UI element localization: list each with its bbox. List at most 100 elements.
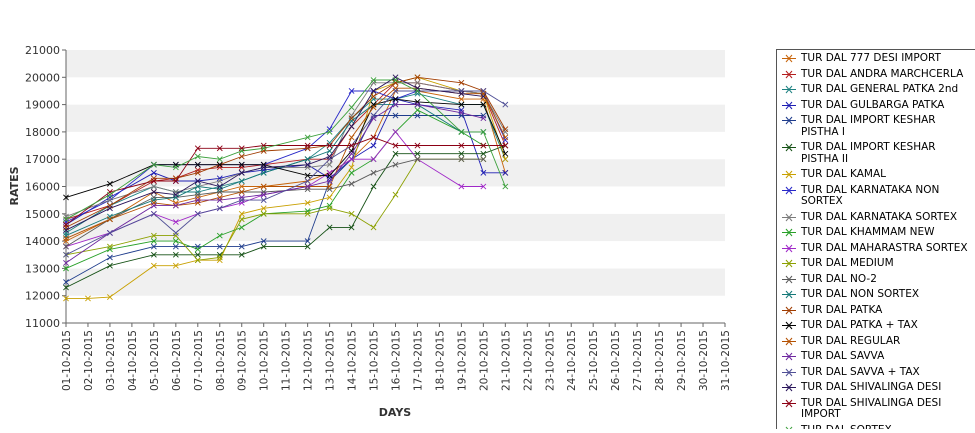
data-point <box>326 186 333 193</box>
data-point <box>238 197 245 204</box>
data-point <box>348 115 355 122</box>
data-point <box>480 128 487 135</box>
x-tick-label: 19-10-2015 <box>456 330 468 391</box>
series-line <box>65 76 484 231</box>
data-point <box>172 232 179 239</box>
data-point <box>414 85 421 92</box>
data-point <box>194 167 201 174</box>
data-point <box>348 118 355 124</box>
data-point <box>502 183 509 190</box>
data-point <box>172 251 179 258</box>
data-point <box>172 178 179 184</box>
data-point <box>238 161 245 168</box>
y-axis-title: RATES <box>8 166 21 205</box>
legend-marker <box>785 426 793 429</box>
data-point <box>326 172 333 179</box>
legend-label: TUR DAL KARNATAKA NON SORTEX <box>801 183 940 207</box>
grid-band <box>66 268 725 296</box>
data-point <box>326 169 333 176</box>
legend-label: TUR DAL NON SORTEX <box>801 288 920 300</box>
data-point <box>370 112 377 119</box>
legend-item: TUR DAL SAVVA <box>777 350 975 363</box>
data-point <box>392 161 399 168</box>
x-tick-label: 11-10-2015 <box>281 330 293 391</box>
data-point <box>458 90 465 97</box>
data-point <box>414 79 421 86</box>
data-point <box>260 164 267 171</box>
data-point <box>216 254 223 261</box>
data-point <box>63 238 69 245</box>
data-point <box>107 246 113 253</box>
data-point <box>458 79 465 86</box>
data-point <box>260 142 267 149</box>
data-point <box>216 205 223 212</box>
data-point <box>414 150 421 157</box>
data-point <box>238 224 245 231</box>
x-tick-label: 10-10-2015 <box>259 330 271 391</box>
data-point <box>348 156 355 163</box>
series-line <box>66 76 506 299</box>
legend-label: TUR DAL SAVVA <box>801 350 885 362</box>
y-tick-label: 19000 <box>25 99 60 112</box>
series-points <box>63 74 509 302</box>
legend-label: TUR DAL SHIVALINGA DESI IMPORT <box>801 396 942 420</box>
data-point <box>194 194 201 201</box>
legend-label: TUR DAL IMPORT KESHAR PISTHA II <box>801 141 936 165</box>
x-tick-label: 09-10-2015 <box>237 330 249 391</box>
data-point <box>172 229 179 236</box>
legend-marker <box>782 186 796 194</box>
data-point <box>304 238 311 245</box>
data-point <box>107 189 113 195</box>
data-point <box>172 199 179 206</box>
data-point <box>172 161 179 168</box>
data-point <box>392 142 399 149</box>
data-point <box>392 112 399 119</box>
data-point <box>348 169 355 176</box>
y-tick-label: 15000 <box>25 208 60 221</box>
data-point <box>216 243 223 250</box>
data-point <box>107 180 113 187</box>
data-point <box>458 128 465 135</box>
x-tick-label: 30-10-2015 <box>698 330 710 391</box>
data-point <box>150 202 157 209</box>
x-tick-label: 22-10-2015 <box>522 330 534 391</box>
legend-label: TUR DAL KAMAL <box>801 168 886 180</box>
data-point <box>194 257 201 264</box>
data-point <box>150 243 157 250</box>
data-point <box>216 186 223 193</box>
legend-item: TUR DAL SHIVALINGA DESI <box>777 381 975 394</box>
data-point <box>480 142 487 149</box>
legend-item: TUR DAL NO-2 <box>777 272 975 286</box>
data-point <box>63 251 69 258</box>
legend-item: TUR DAL 777 DESI IMPORT <box>777 52 975 65</box>
data-point <box>260 197 267 204</box>
data-point <box>392 96 399 103</box>
y-tick-label: 11000 <box>25 317 60 330</box>
data-point <box>326 178 333 184</box>
data-point <box>150 232 157 239</box>
data-point <box>260 167 267 174</box>
data-point <box>216 257 223 264</box>
data-point <box>216 194 223 201</box>
x-tick-label: 17-10-2015 <box>412 330 424 391</box>
data-point <box>304 172 311 179</box>
data-point <box>194 169 201 176</box>
data-point <box>216 189 223 195</box>
data-point <box>107 191 113 198</box>
legend-label: TUR DAL NO-2 <box>801 272 877 285</box>
data-point <box>216 232 223 239</box>
data-point <box>107 194 113 201</box>
data-point <box>348 134 355 141</box>
legend-label: TUR DAL MAHARASTRA SORTEX <box>801 241 968 254</box>
data-point <box>238 148 245 154</box>
data-point <box>150 175 157 182</box>
x-axis-ticks: 01-10-2015 02-10-2015 03-10-2015 04-10-2015… <box>61 323 732 391</box>
data-point <box>107 294 113 300</box>
legend-item: TUR DAL KARNATAKA NON SORTEX <box>777 183 975 208</box>
data-point <box>260 161 267 168</box>
data-point <box>458 101 465 108</box>
legend-item: TUR DAL KARNATAKA SORTEX <box>777 211 975 224</box>
data-point <box>194 210 201 217</box>
data-point <box>480 115 487 122</box>
